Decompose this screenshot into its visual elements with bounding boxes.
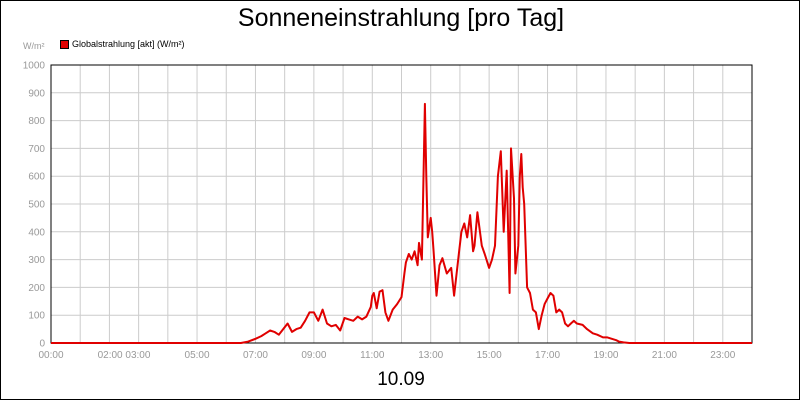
x-tick-label: 19:00 [593,350,618,361]
chart-title: Sonneneinstrahlung [pro Tag] [237,4,565,32]
x-tick-label: 05:00 [185,350,210,361]
legend-swatch [60,39,69,49]
y-tick-label: 500 [28,200,45,211]
y-tick-label: 1000 [23,61,46,72]
x-tick-label: 17:00 [535,350,560,361]
x-tick-label: 13:00 [418,350,443,361]
y-tick-label: 900 [28,88,45,99]
y-axis-unit: W/m² [23,41,45,51]
x-tick-label: 02:00 03:00 [98,350,151,361]
y-tick-label: 400 [28,227,45,238]
x-tick-label: 15:00 [477,350,502,361]
legend: Globalstrahlung [akt] (W/m²) [60,39,185,49]
y-tick-label: 0 [39,339,45,350]
x-axis-date-label: 10.09 [377,369,425,390]
series-line [51,102,752,344]
x-tick-label: 11:00 [360,350,385,361]
x-tick-label: 21:00 [652,350,677,361]
x-tick-label: 07:00 [243,350,268,361]
y-tick-label: 600 [28,172,45,183]
plot-border [50,64,753,344]
y-tick-label: 100 [28,311,45,322]
x-tick-label: 09:00 [301,350,326,361]
legend-label: Globalstrahlung [akt] (W/m²) [72,39,185,49]
y-tick-label: 300 [28,255,45,266]
y-tick-label: 800 [28,116,45,127]
x-tick-label: 23:00 [710,350,735,361]
y-tick-label: 700 [28,144,45,155]
y-tick-label: 200 [28,283,45,294]
x-tick-label: 00:00 [38,350,63,361]
